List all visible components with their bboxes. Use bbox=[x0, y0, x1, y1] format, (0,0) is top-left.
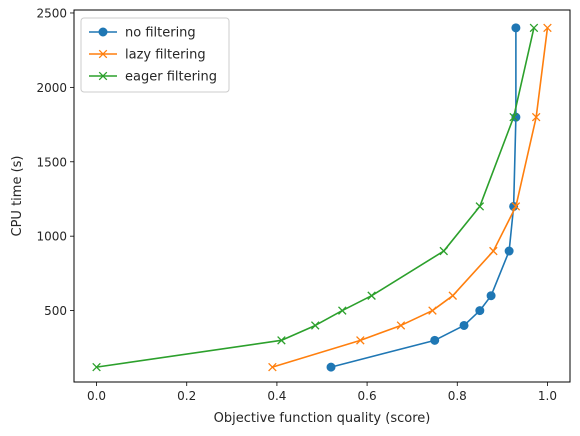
series-layer bbox=[92, 23, 552, 372]
x-tick-label: 0.6 bbox=[358, 389, 377, 403]
data-point bbox=[92, 362, 101, 372]
y-tick-label: 500 bbox=[44, 304, 67, 318]
legend-box bbox=[80, 17, 230, 93]
legend-item: lazy filtering bbox=[89, 48, 206, 63]
x-tick-label: 1.0 bbox=[538, 389, 557, 403]
data-point bbox=[326, 362, 336, 372]
y-tick-label: 2500 bbox=[36, 6, 67, 20]
data-point bbox=[486, 291, 496, 301]
data-point bbox=[475, 202, 485, 211]
data-point bbox=[504, 246, 514, 256]
data-point bbox=[396, 321, 406, 330]
data-point bbox=[511, 202, 521, 211]
x-axis: 0.0 0.2 0.4 0.6 0.8 1.0 bbox=[87, 382, 557, 403]
data-point bbox=[430, 335, 440, 345]
y-axis: 500 1000 1500 2000 2500 bbox=[36, 6, 74, 318]
legend-marker bbox=[98, 27, 108, 37]
data-point bbox=[543, 23, 552, 33]
legend-label: no filtering bbox=[125, 26, 196, 41]
data-point bbox=[356, 336, 365, 345]
data-point bbox=[367, 291, 376, 300]
legend-label: eager filtering bbox=[125, 70, 217, 85]
data-point bbox=[428, 306, 437, 315]
x-tick-label: 0.0 bbox=[87, 389, 106, 403]
legend-label: lazy filtering bbox=[125, 48, 206, 63]
y-tick-label: 1000 bbox=[36, 230, 67, 244]
x-tick-label: 0.2 bbox=[177, 389, 196, 403]
data-point bbox=[277, 336, 286, 345]
y-axis-label: CPU time (s) bbox=[10, 156, 25, 237]
series-lazy-filtering bbox=[268, 23, 552, 372]
data-point bbox=[448, 291, 458, 300]
data-point bbox=[338, 306, 347, 315]
y-tick-label: 1500 bbox=[36, 155, 67, 169]
plot-frame bbox=[73, 9, 571, 383]
x-tick-label: 0.4 bbox=[267, 389, 286, 403]
legend: no filtering lazy filtering eager filterin… bbox=[80, 17, 230, 93]
legend-marker bbox=[98, 71, 108, 81]
series-eager-filtering bbox=[92, 23, 539, 372]
data-point bbox=[489, 246, 498, 256]
legend-marker bbox=[98, 49, 108, 59]
x-axis-label: Objective function quality (score) bbox=[214, 411, 431, 426]
legend-item: no filtering bbox=[89, 26, 196, 41]
data-point bbox=[268, 362, 277, 372]
y-tick-label: 2000 bbox=[36, 81, 67, 95]
data-point bbox=[459, 320, 469, 330]
data-point bbox=[511, 23, 521, 33]
data-point bbox=[310, 321, 320, 330]
data-point bbox=[509, 112, 518, 122]
data-point bbox=[529, 23, 539, 33]
x-tick-label: 0.8 bbox=[448, 389, 467, 403]
data-point bbox=[531, 112, 541, 122]
data-point bbox=[439, 246, 449, 256]
legend-item: eager filtering bbox=[89, 70, 217, 85]
data-point bbox=[475, 306, 485, 316]
